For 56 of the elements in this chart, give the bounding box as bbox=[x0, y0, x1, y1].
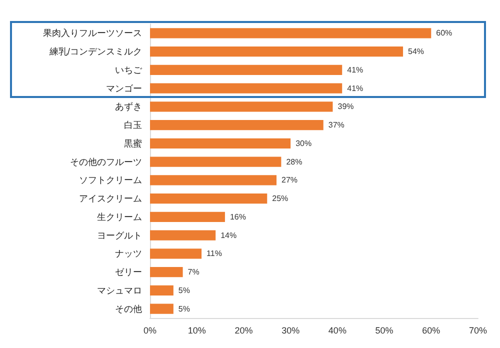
data-label: 5% bbox=[178, 286, 190, 295]
y-tick-label: いちご bbox=[115, 64, 143, 75]
data-label: 37% bbox=[328, 120, 344, 130]
bar bbox=[150, 175, 277, 186]
data-label: 16% bbox=[230, 212, 246, 222]
data-label: 41% bbox=[347, 84, 364, 93]
x-tick-label: 70% bbox=[468, 326, 488, 336]
x-tick-label: 20% bbox=[234, 326, 253, 336]
y-tick-label: アイスクリーム bbox=[79, 194, 142, 204]
data-label: 54% bbox=[408, 47, 424, 56]
x-tick-label: 50% bbox=[375, 326, 394, 336]
data-label: 39% bbox=[338, 102, 354, 112]
y-tick-label: マシュマロ bbox=[97, 285, 142, 296]
data-label: 41% bbox=[347, 65, 364, 74]
x-tick-label: 0% bbox=[143, 326, 157, 336]
bar bbox=[150, 212, 225, 222]
data-label: 14% bbox=[220, 230, 237, 240]
data-label: 28% bbox=[286, 157, 302, 166]
bar bbox=[150, 194, 268, 204]
x-tick-label: 60% bbox=[422, 326, 440, 336]
y-tick-label: あずき bbox=[115, 102, 142, 112]
bar bbox=[150, 267, 183, 278]
bar bbox=[150, 285, 174, 296]
y-tick-label: ゼリー bbox=[115, 267, 142, 278]
data-label: 30% bbox=[296, 138, 312, 148]
data-label: 27% bbox=[282, 176, 298, 185]
y-tick-label: 練乳/コンデンスミルク bbox=[48, 46, 142, 57]
y-tick-label: その他 bbox=[115, 304, 142, 314]
data-label: 60% bbox=[436, 28, 452, 38]
data-label: 7% bbox=[188, 268, 200, 277]
data-label: 11% bbox=[206, 249, 222, 258]
y-tick-label: マンゴー bbox=[106, 83, 142, 94]
bar bbox=[150, 156, 282, 167]
bar bbox=[150, 138, 291, 148]
bar bbox=[150, 248, 202, 259]
bar bbox=[150, 120, 324, 130]
y-tick-label: 生クリーム bbox=[97, 212, 142, 222]
y-tick-label: 白玉 bbox=[124, 120, 142, 130]
y-tick-label: 果肉入りフルーツソース bbox=[43, 28, 142, 38]
y-tick-label: ヨーグルト bbox=[97, 230, 142, 240]
data-label: 25% bbox=[272, 194, 288, 204]
bar bbox=[150, 304, 174, 314]
bar bbox=[150, 102, 333, 112]
bar bbox=[150, 230, 216, 240]
x-tick-label: 10% bbox=[188, 326, 206, 336]
y-tick-label: ソフトクリーム bbox=[79, 175, 142, 186]
y-tick-label: 黒蜜 bbox=[124, 138, 142, 148]
bar bbox=[150, 83, 342, 94]
bar bbox=[150, 46, 404, 57]
bar bbox=[150, 28, 432, 38]
data-label: 5% bbox=[178, 304, 190, 314]
x-tick-label: 30% bbox=[282, 326, 300, 336]
x-tick-label: 40% bbox=[328, 326, 346, 336]
y-tick-label: ナッツ bbox=[115, 248, 142, 259]
y-tick-label: その他のフルーツ bbox=[70, 156, 142, 167]
bar bbox=[150, 64, 342, 75]
